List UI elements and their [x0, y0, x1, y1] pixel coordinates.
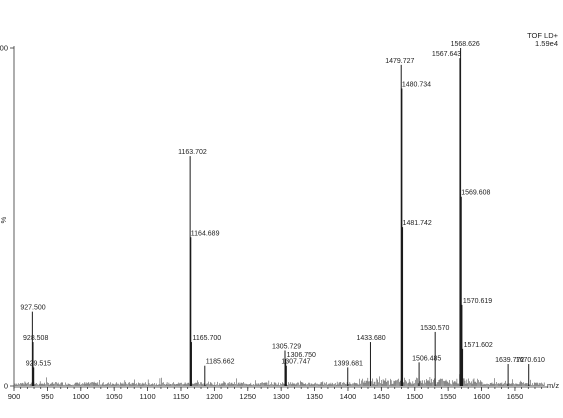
peak-label: 1570.619	[463, 298, 492, 305]
peak-label: 1481.742	[403, 220, 432, 227]
x-tick-label: 1050	[106, 392, 123, 401]
x-axis-label: m/z	[547, 381, 559, 390]
x-tick-label: 1350	[306, 392, 323, 401]
x-axis-ticks: 900 950 1000 1050 1100 1150 1200 1250 1300 1350 14…	[8, 387, 543, 401]
peak-label: 1530.570	[420, 325, 449, 332]
peak-label: 1165.700	[192, 335, 221, 342]
peak-label: 927.500	[20, 305, 45, 312]
peak-labels: 927.500 928.508 929.515 1163.702 1164.689 116…	[20, 41, 545, 367]
peak-label: 1433.680	[356, 335, 385, 342]
peak-label: 1670.610	[516, 357, 545, 364]
x-tick-label: 1150	[173, 392, 189, 401]
x-tick-label: 950	[41, 392, 54, 401]
x-tick-label: 900	[8, 392, 21, 401]
y-axis-label: %	[0, 216, 8, 223]
x-tick-label: 1000	[72, 392, 89, 401]
y-tick-label: 0	[4, 382, 8, 391]
peak-label: 1163.702	[178, 149, 207, 156]
peak-label: 1569.608	[461, 190, 490, 197]
peak-label: 1479.727	[385, 58, 414, 65]
peak-label: 1164.689	[191, 230, 220, 237]
peak-label: 1567.643	[432, 51, 461, 58]
peak-label: 1568.626	[451, 41, 480, 48]
x-tick-label: 1100	[140, 392, 156, 401]
peak-label: 1480.734	[402, 82, 431, 89]
peak-label: 1305.729	[272, 344, 301, 351]
x-tick-label: 1250	[239, 392, 256, 401]
peak-label: 1506.485	[412, 355, 441, 362]
peak-label: 1185.662	[206, 359, 235, 366]
peak-label: 928.508	[23, 335, 48, 342]
peak-label: 1306.750	[287, 352, 316, 359]
intensity-label: 1.59e4	[535, 39, 558, 48]
peaks	[31, 48, 530, 386]
peak-label: 929.515	[26, 360, 51, 367]
x-tick-label: 1300	[273, 392, 290, 401]
x-tick-label: 1550	[440, 392, 457, 401]
x-tick-label: 1650	[507, 392, 524, 401]
peak-label: 1571.602	[464, 342, 493, 349]
peak-label: 1639.772	[495, 357, 524, 364]
x-tick-label: 1600	[473, 392, 490, 401]
x-tick-label: 1450	[373, 392, 390, 401]
peak-label: 1399.681	[334, 360, 363, 367]
instrument-label: TOF LD+	[527, 31, 559, 40]
x-tick-label: 1400	[340, 392, 357, 401]
x-tick-label: 1500	[406, 392, 423, 401]
peak-label: 1307.747	[281, 359, 310, 366]
y-tick-label: 100	[0, 44, 8, 53]
y-axis-ticks: 0 100	[0, 44, 14, 391]
x-tick-label: 1200	[206, 392, 223, 401]
